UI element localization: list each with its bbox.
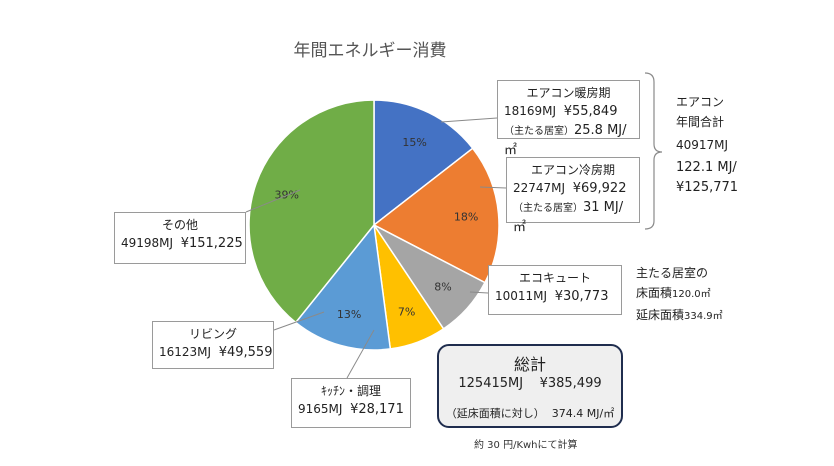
floor-area: 主たる居室の 床面積120.0㎡ 延床面積334.9㎡: [636, 263, 723, 327]
cooling-room-val: 31 MJ/㎡: [513, 200, 624, 235]
label-cooling: エアコン冷房期 22747MJ ¥69,922 （主たる居室）31 MJ/㎡: [506, 157, 640, 235]
label-living: リビング 16123MJ ¥49,559: [152, 321, 274, 369]
floor-label1: 主たる居室の: [636, 266, 709, 280]
ecocute-name: エコキュート: [518, 271, 591, 285]
chart-title: 年間エネルギー消費: [293, 41, 447, 61]
total-title: 総計: [513, 355, 546, 374]
heating-yen: ¥55,849: [563, 104, 618, 119]
cooling-yen: ¥69,922: [572, 181, 627, 196]
floor-value2: 334.9㎡: [684, 311, 723, 322]
other-mj: 49198MJ: [121, 236, 174, 250]
leader-living: [273, 311, 325, 331]
cooling-mj: 22747MJ: [513, 181, 566, 195]
kitchen-yen: ¥28,171: [350, 402, 404, 417]
aircon-total-mj: 40917MJ: [676, 138, 729, 152]
aircon-bracket: [644, 72, 663, 230]
cooling-name: エアコン冷房期: [530, 163, 615, 177]
grand-total-box: 総計 125415MJ ¥385,499 （延床面積に対し） 374.4 MJ/…: [437, 344, 623, 428]
label-kitchen: ｷｯﾁﾝ・調理 9165MJ ¥28,171: [291, 378, 411, 428]
total-note-value: 374.4 MJ/㎡: [551, 407, 615, 420]
slice-cooling-percent: 18%: [454, 211, 478, 224]
total-mj: 125415MJ: [458, 376, 524, 391]
aircon-total: エアコン 年間合計 40917MJ 122.1 MJ/ ¥125,771: [676, 92, 738, 198]
kitchen-mj: 9165MJ: [298, 402, 343, 416]
slice-kitchen-percent: 7%: [398, 306, 415, 319]
kitchen-name: ｷｯﾁﾝ・調理: [320, 384, 381, 398]
floor-label3: 延床面積: [636, 308, 685, 322]
label-other: その他 49198MJ ¥151,225: [114, 212, 246, 264]
aircon-total-yen: ¥125,771: [676, 180, 739, 195]
slice-ecocute-percent: 8%: [434, 281, 451, 294]
slice-living-percent: 13%: [337, 308, 361, 321]
total-yen: ¥385,499: [539, 376, 602, 391]
leader-cooling: [479, 186, 507, 189]
footnote: 約 30 円/Kwhにて計算: [474, 440, 578, 451]
slice-other: [248, 99, 375, 324]
leader-heating: [440, 117, 498, 123]
slice-heating: [373, 99, 474, 227]
leader-other: [245, 189, 301, 213]
slice-heating-percent: 15%: [402, 136, 426, 149]
other-yen: ¥151,225: [180, 236, 243, 251]
label-ecocute: エコキュート 10011MJ ¥30,773: [488, 265, 622, 315]
ecocute-yen: ¥30,773: [554, 289, 609, 304]
heating-mj: 18169MJ: [504, 104, 557, 118]
leader-kitchen: [346, 329, 375, 379]
aircon-total-per: 122.1 MJ/: [676, 160, 737, 175]
slice-living: [294, 223, 392, 351]
other-name: その他: [161, 218, 198, 232]
living-name: リビング: [188, 327, 237, 341]
total-note-label: （延床面積に対し）: [445, 407, 545, 420]
floor-label2: 床面積: [636, 286, 673, 300]
leader-ecocute: [469, 291, 489, 294]
living-yen: ¥49,559: [218, 345, 273, 360]
heating-name: エアコン暖房期: [526, 86, 611, 100]
label-heating: エアコン暖房期 18169MJ ¥55,849 （主たる居室）25.8 MJ/㎡: [497, 80, 640, 158]
living-mj: 16123MJ: [159, 345, 212, 359]
aircon-total-label2: 年間合計: [676, 115, 725, 129]
heating-room-val: 25.8 MJ/㎡: [504, 123, 627, 158]
floor-value1: 120.0㎡: [672, 289, 711, 300]
aircon-total-label1: エアコン: [676, 95, 725, 109]
cooling-room: （主たる居室）: [513, 203, 583, 214]
heating-room: （主たる居室）: [504, 126, 574, 137]
ecocute-mj: 10011MJ: [495, 289, 548, 303]
